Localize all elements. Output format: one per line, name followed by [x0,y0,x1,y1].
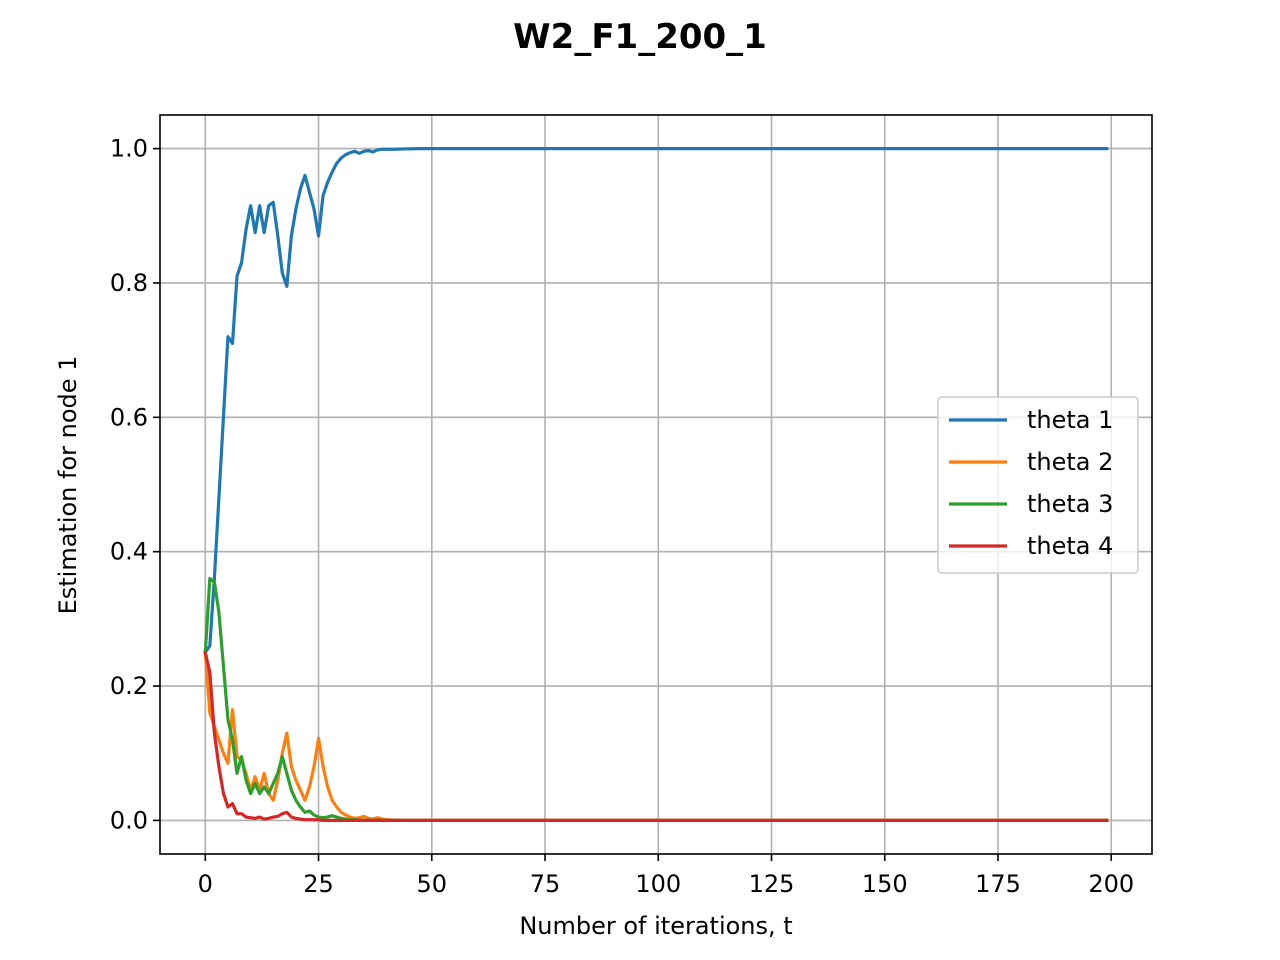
series-line-theta-1 [203,146,1109,655]
legend-label-theta-1: theta 1 [1027,406,1113,434]
legend-label-theta-3: theta 3 [1027,490,1113,518]
x-tick-label: 100 [635,870,681,898]
x-tick-label: 25 [303,870,334,898]
legend-label-theta-4: theta 4 [1027,532,1113,560]
y-axis-ticks: 0.0 0.2 0.4 0.6 0.8 1.0 [110,135,160,834]
y-tick-label: 0.2 [110,672,148,700]
x-axis-label: Number of iterations, t [519,912,792,940]
x-tick-label: 50 [417,870,448,898]
x-tick-label: 200 [1088,870,1134,898]
x-tick-label: 0 [198,870,213,898]
x-tick-label: 175 [975,870,1021,898]
legend-box [937,396,1139,574]
y-axis-label: Estimation for node 1 [54,356,82,615]
x-axis-ticks: 0 25 50 75 100 125 150 175 200 [198,854,1134,898]
x-tick-label: 75 [530,870,561,898]
x-tick-label: 125 [749,870,795,898]
y-tick-label: 0.8 [110,269,148,297]
series-line-theta-4 [203,650,1109,823]
y-tick-label: 0.4 [110,538,148,566]
series-lines [203,146,1109,823]
y-tick-label: 0.6 [110,403,148,431]
legend-label-theta-2: theta 2 [1027,448,1113,476]
legend: theta 1 theta 2 theta 3 theta 4 [937,396,1139,574]
y-tick-label: 0.0 [110,806,148,834]
y-tick-label: 1.0 [110,135,148,163]
plot-frame [159,114,1153,855]
x-tick-label: 150 [862,870,908,898]
chart-title: W2_F1_200_1 [513,17,767,57]
